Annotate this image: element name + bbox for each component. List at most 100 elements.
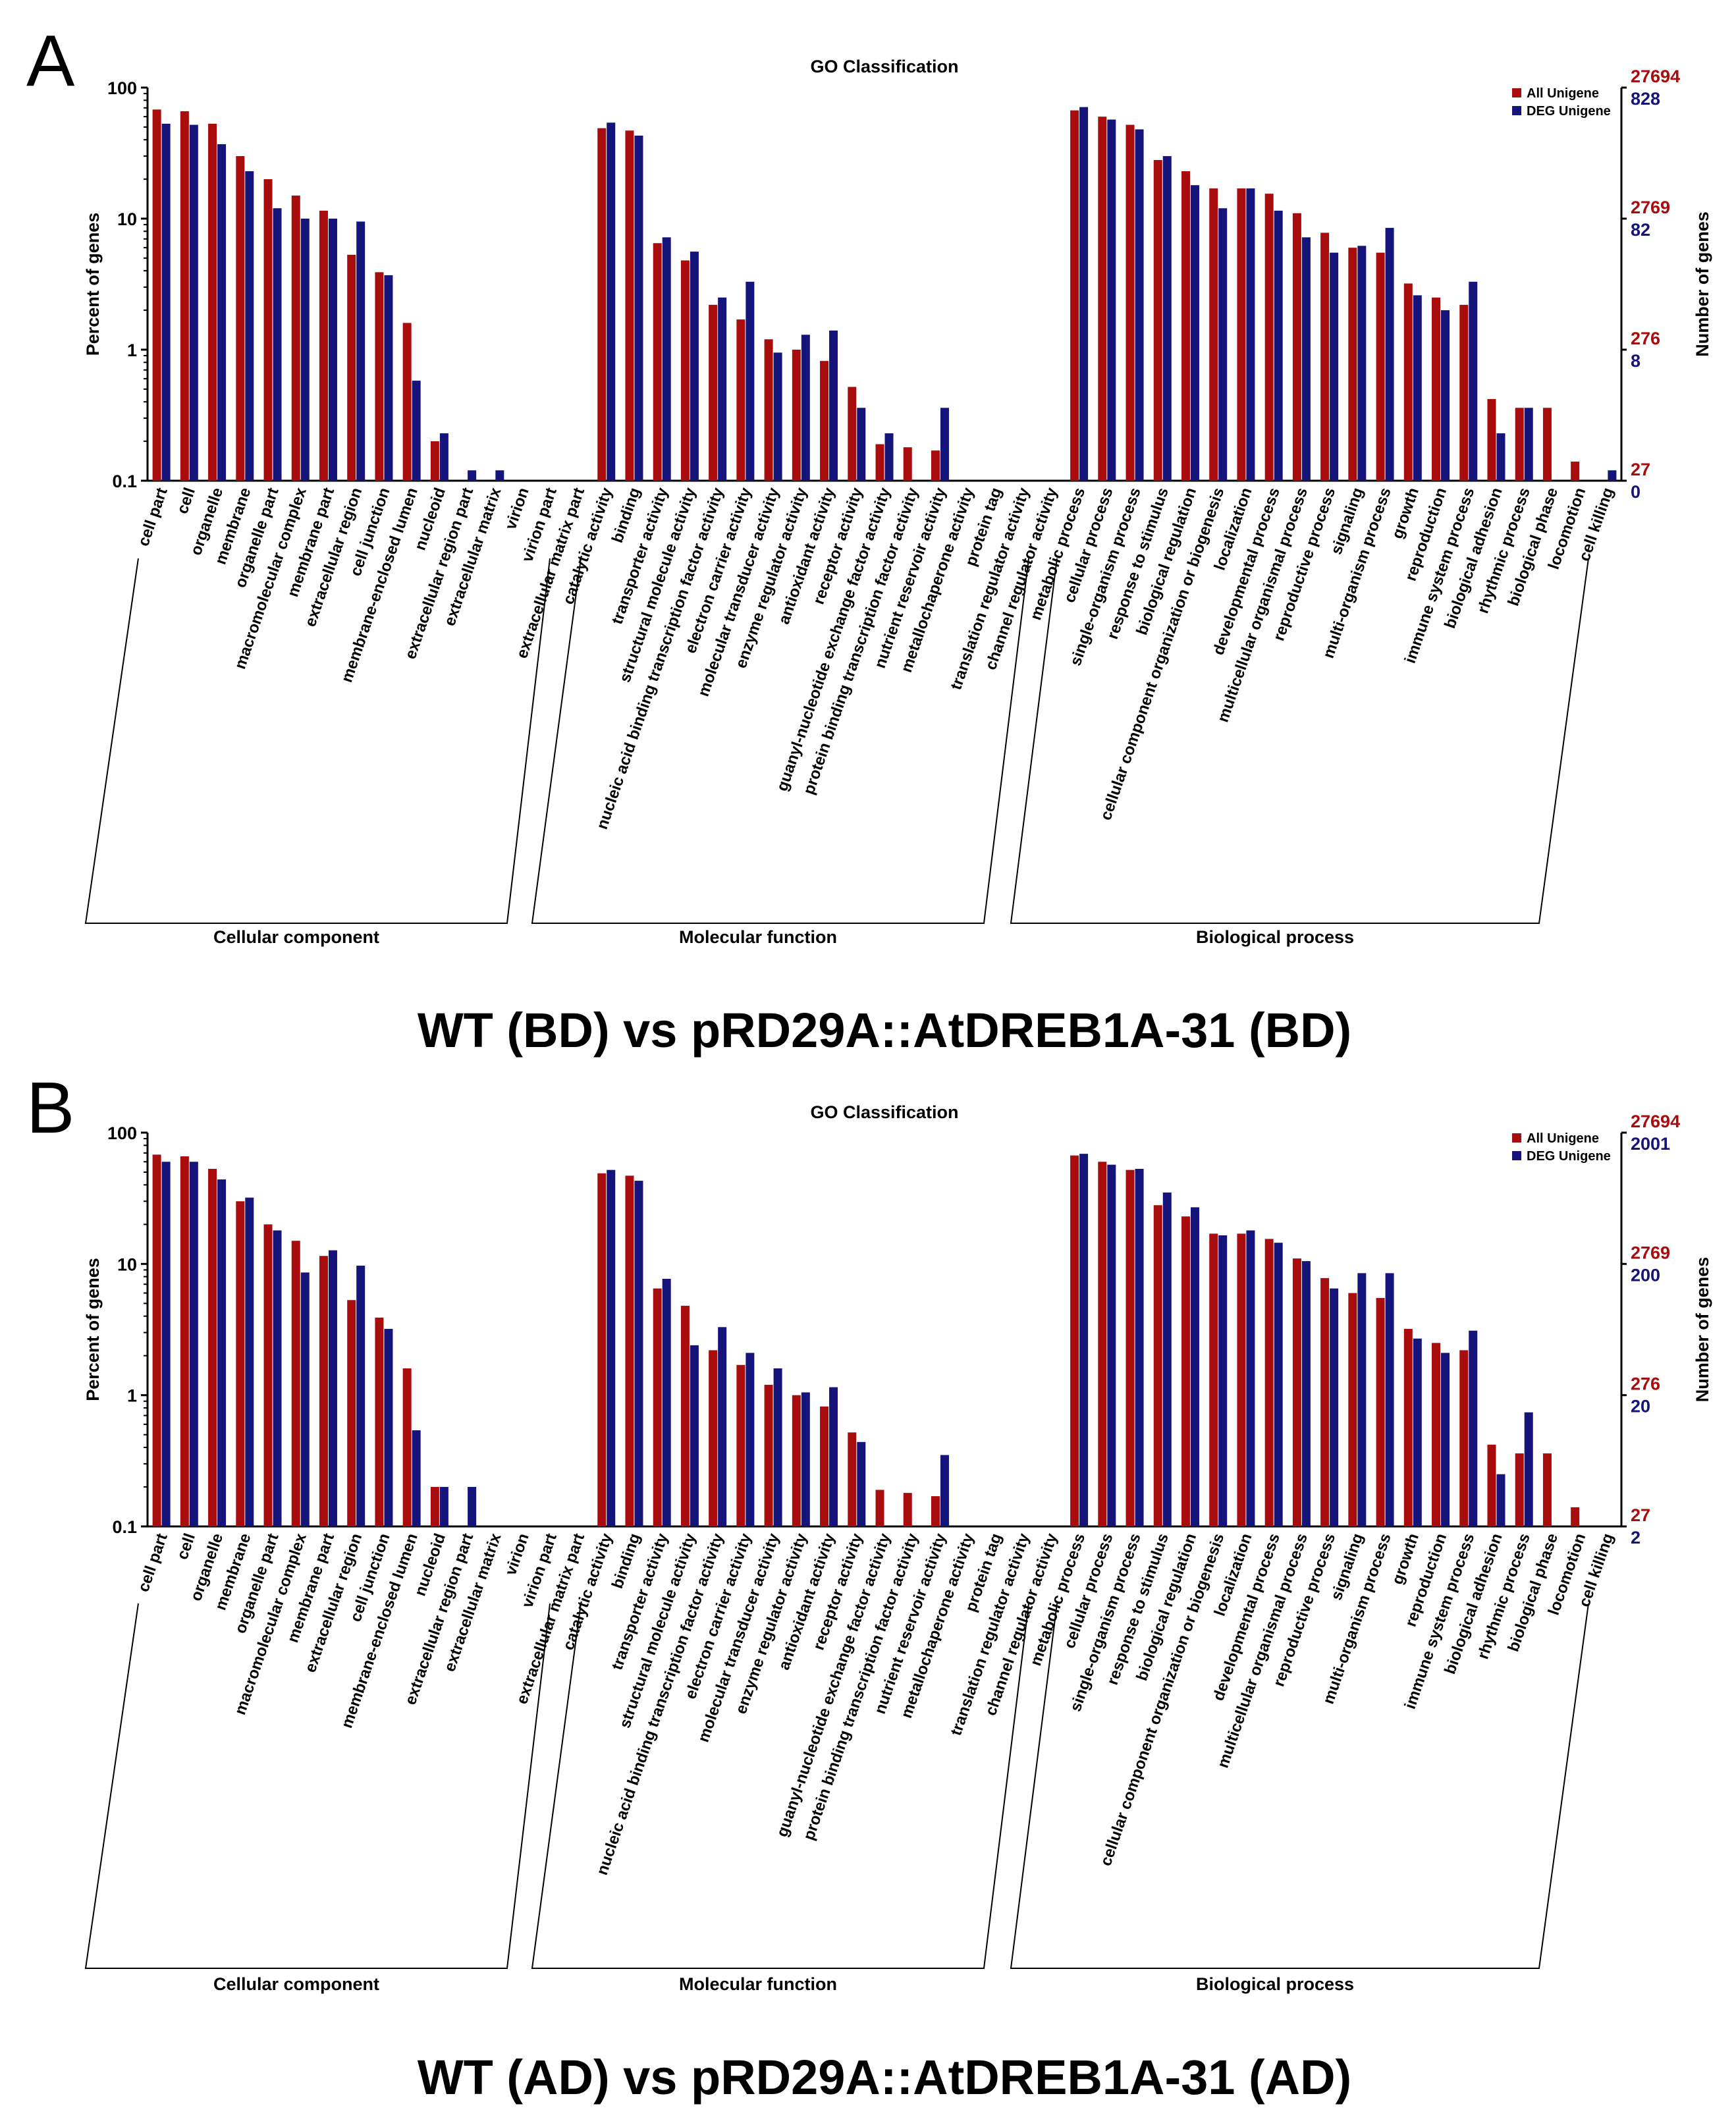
- bar-all-unigene: [931, 450, 940, 481]
- y-tick-label: 0.1: [112, 1517, 137, 1537]
- bar-all-unigene: [1403, 283, 1413, 481]
- bar-all-unigene: [1070, 1155, 1079, 1526]
- bar-all-unigene: [597, 1173, 607, 1526]
- bar-deg-unigene: [1135, 129, 1144, 481]
- bar-all-unigene: [1542, 1453, 1552, 1526]
- bar-all-unigene: [263, 1224, 273, 1526]
- bar-all-unigene: [1098, 1162, 1107, 1526]
- category-label: cell part: [134, 1531, 171, 1594]
- bar-deg-unigene: [718, 1327, 727, 1526]
- legend-swatch-all: [1512, 88, 1521, 97]
- bar-deg-unigene: [1441, 310, 1450, 481]
- bar-all-unigene: [1487, 1444, 1496, 1526]
- group-label: Cellular component: [213, 1974, 379, 1994]
- bar-all-unigene: [1264, 1239, 1274, 1526]
- bar-all-unigene: [430, 1486, 439, 1526]
- bar-all-unigene: [903, 447, 912, 481]
- bar-all-unigene: [736, 319, 746, 481]
- bar-all-unigene: [848, 387, 857, 481]
- bar-deg-unigene: [829, 330, 838, 481]
- bar-deg-unigene: [300, 219, 310, 481]
- bar-deg-unigene: [1524, 1412, 1533, 1526]
- y2-tick-label-deg: 828: [1631, 89, 1660, 109]
- bar-all-unigene: [792, 1395, 801, 1526]
- bar-all-unigene: [792, 350, 801, 481]
- y2-tick-label-all: 27: [1631, 1505, 1650, 1525]
- y-tick-label: 10: [117, 209, 137, 229]
- bar-all-unigene: [764, 339, 773, 481]
- y-tick-label: 1: [127, 1386, 137, 1406]
- bar-all-unigene: [1542, 408, 1552, 481]
- bar-deg-unigene: [662, 237, 671, 481]
- bar-deg-unigene: [384, 1328, 393, 1526]
- group-bracket: [1010, 1603, 1589, 1969]
- chart-title: GO Classification: [810, 57, 958, 76]
- bar-all-unigene: [680, 1305, 690, 1526]
- bar-all-unigene: [430, 441, 439, 481]
- y2-tick-label-all: 2769: [1631, 1243, 1670, 1262]
- bar-deg-unigene: [1107, 1164, 1116, 1526]
- category-label: cell part: [134, 485, 171, 549]
- y2-axis-label: Number of genes: [1693, 1257, 1712, 1403]
- bar-deg-unigene: [1357, 246, 1367, 481]
- bar-deg-unigene: [773, 1368, 782, 1526]
- bar-deg-unigene: [801, 335, 810, 481]
- group-label: Biological process: [1196, 927, 1354, 947]
- bar-all-unigene: [1348, 248, 1357, 481]
- y-axis-label: Percent of genes: [83, 1258, 103, 1401]
- bar-deg-unigene: [412, 1430, 421, 1526]
- bar-all-unigene: [848, 1432, 857, 1526]
- bar-all-unigene: [764, 1384, 773, 1526]
- bar-deg-unigene: [1162, 156, 1172, 481]
- bar-deg-unigene: [1608, 470, 1617, 481]
- bar-all-unigene: [402, 1368, 412, 1526]
- bar-deg-unigene: [1079, 1154, 1089, 1526]
- bar-all-unigene: [291, 195, 300, 481]
- category-label: virion: [502, 485, 533, 532]
- bar-all-unigene: [1181, 1216, 1190, 1526]
- bar-deg-unigene: [940, 408, 949, 481]
- panel-letter: A: [26, 20, 75, 101]
- y2-tick-label-all: 27694: [1631, 67, 1680, 86]
- bar-deg-unigene: [634, 1181, 643, 1526]
- bar-all-unigene: [1459, 304, 1469, 481]
- bar-deg-unigene: [1330, 252, 1339, 481]
- bar-deg-unigene: [161, 1162, 171, 1526]
- bar-deg-unigene: [384, 275, 393, 481]
- bar-all-unigene: [875, 1490, 884, 1526]
- group-bracket: [531, 1603, 1029, 1969]
- bar-all-unigene: [375, 272, 384, 481]
- panel-caption: WT (BD) vs pRD29A::AtDREB1A-31 (BD): [418, 1003, 1351, 1058]
- bar-all-unigene: [736, 1364, 746, 1526]
- chart-panel-b: B GO Classification1002769420011027692001…: [26, 1067, 1712, 2105]
- bar-deg-unigene: [1218, 1235, 1228, 1526]
- bar-all-unigene: [1264, 194, 1274, 481]
- bar-deg-unigene: [189, 1162, 198, 1526]
- bar-deg-unigene: [468, 470, 477, 481]
- bar-all-unigene: [1320, 232, 1330, 481]
- bar-deg-unigene: [1301, 237, 1311, 481]
- bar-deg-unigene: [1301, 1261, 1311, 1526]
- bar-all-unigene: [263, 179, 273, 481]
- bar-deg-unigene: [1496, 1474, 1505, 1526]
- y-axis-label: Percent of genes: [83, 213, 103, 356]
- legend-swatch-deg: [1512, 106, 1521, 115]
- bar-deg-unigene: [1524, 408, 1533, 481]
- bar-all-unigene: [152, 109, 161, 481]
- bar-deg-unigene: [1107, 119, 1116, 481]
- bar-all-unigene: [653, 243, 662, 481]
- bar-deg-unigene: [412, 381, 421, 481]
- bar-deg-unigene: [273, 1230, 282, 1526]
- bar-all-unigene: [1571, 1507, 1580, 1526]
- bar-all-unigene: [291, 1241, 300, 1526]
- bar-all-unigene: [1459, 1350, 1469, 1526]
- bar-all-unigene: [1487, 398, 1496, 481]
- bar-all-unigene: [208, 123, 217, 481]
- bar-all-unigene: [903, 1493, 912, 1526]
- bar-all-unigene: [680, 260, 690, 481]
- y2-tick-label-all: 27: [1631, 460, 1650, 479]
- bar-all-unigene: [1432, 297, 1441, 481]
- bar-deg-unigene: [439, 1486, 448, 1526]
- y-tick-label: 10: [117, 1254, 137, 1274]
- bar-all-unigene: [402, 323, 412, 481]
